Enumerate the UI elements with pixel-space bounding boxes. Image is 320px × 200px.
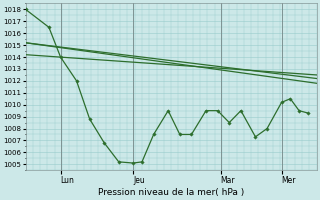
X-axis label: Pression niveau de la mer( hPa ): Pression niveau de la mer( hPa ) bbox=[98, 188, 244, 197]
